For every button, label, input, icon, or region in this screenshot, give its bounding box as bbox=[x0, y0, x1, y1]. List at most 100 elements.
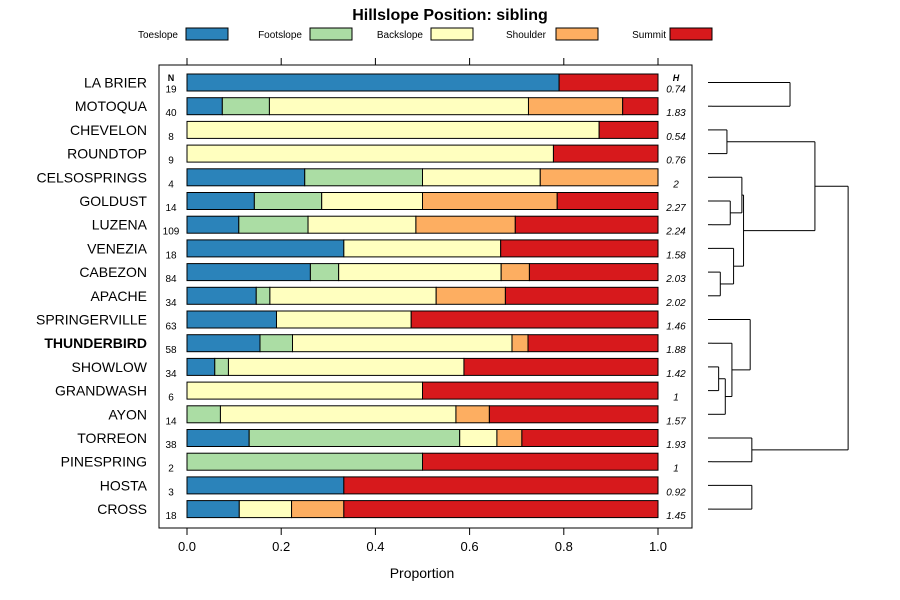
row-label: SPRINGERVILLE bbox=[36, 312, 147, 328]
legend-swatch-backslope bbox=[430, 27, 474, 41]
bar-segment-backslope bbox=[186, 381, 423, 400]
bar-segment-backslope bbox=[269, 286, 437, 305]
row-n-value: 84 bbox=[165, 274, 177, 285]
bar-segment-summit bbox=[422, 381, 659, 400]
row-cross: CROSS 18 1.45 bbox=[97, 500, 686, 522]
row-h-value: 2.27 bbox=[665, 203, 686, 214]
bar-segment-summit bbox=[552, 144, 659, 163]
x-tick-label: 0.4 bbox=[366, 539, 384, 554]
row-h-value: 1 bbox=[673, 393, 679, 404]
bar-segment-summit bbox=[622, 97, 659, 116]
bar-segment-summit bbox=[527, 334, 659, 353]
row-label: VENEZIA bbox=[87, 240, 148, 256]
bar-segment-shoulder bbox=[500, 263, 530, 282]
bar-segment-backslope bbox=[186, 144, 554, 163]
row-h-value: 1.57 bbox=[666, 416, 686, 427]
bar-segment-summit bbox=[463, 357, 659, 376]
row-n-value: 18 bbox=[165, 511, 177, 522]
row-label: CHEVELON bbox=[70, 122, 147, 138]
row-h-value: 2.03 bbox=[665, 274, 686, 285]
row-label: CROSS bbox=[97, 501, 147, 517]
bar-segment-toeslope bbox=[186, 357, 216, 376]
row-n-value: 14 bbox=[165, 416, 177, 427]
row-label: THUNDERBIRD bbox=[44, 335, 147, 351]
legend-swatch-footslope bbox=[309, 27, 353, 41]
bar-segment-backslope bbox=[227, 357, 465, 376]
row-pinespring: PINESPRING 2 1 bbox=[61, 452, 679, 475]
row-label: LUZENA bbox=[92, 217, 148, 233]
bar-segment-toeslope bbox=[186, 310, 277, 329]
h-column-header: H bbox=[673, 73, 680, 83]
row-label: APACHE bbox=[90, 288, 147, 304]
bar-segment-backslope bbox=[268, 97, 529, 116]
row-venezia: VENEZIA 18 1.58 bbox=[87, 239, 686, 261]
x-tick-label: 0.0 bbox=[178, 539, 196, 554]
bar-segment-shoulder bbox=[496, 429, 523, 447]
row-label: TORREON bbox=[77, 430, 147, 446]
bar-segment-footslope bbox=[238, 215, 309, 234]
bar-segment-summit bbox=[343, 476, 659, 495]
row-label: GRANDWASH bbox=[55, 383, 147, 399]
bar-segment-toeslope bbox=[186, 500, 240, 519]
bar-segment-backslope bbox=[321, 192, 423, 210]
bar-segment-shoulder bbox=[422, 192, 558, 210]
bar-segment-backslope bbox=[422, 168, 541, 187]
row-label: CELSOSPRINGS bbox=[37, 169, 147, 185]
legend-swatch-shoulder bbox=[555, 27, 599, 41]
row-n-value: 63 bbox=[165, 322, 177, 333]
bar-segment-backslope bbox=[307, 215, 417, 234]
bar-segment-toeslope bbox=[186, 239, 345, 258]
bar-segment-summit bbox=[521, 429, 659, 447]
row-n-value: 2 bbox=[168, 464, 174, 475]
row-label: AYON bbox=[108, 406, 147, 422]
row-h-value: 1.42 bbox=[666, 369, 686, 380]
bar-segment-shoulder bbox=[415, 215, 516, 234]
row-luzena: LUZENA 109 2.24 bbox=[92, 215, 686, 238]
row-n-value: 9 bbox=[168, 156, 174, 167]
legend-label-shoulder: Shoulder bbox=[506, 30, 547, 41]
legend-label-summit: Summit bbox=[632, 30, 666, 41]
legend-label-footslope: Footslope bbox=[258, 30, 302, 41]
bar-segment-backslope bbox=[292, 334, 513, 353]
bar-segment-summit bbox=[556, 192, 659, 210]
row-ayon: AYON 14 1.57 bbox=[108, 405, 686, 427]
legend-label-toeslope: Toeslope bbox=[138, 30, 178, 41]
row-h-value: 2 bbox=[672, 179, 679, 190]
bar-segment-summit bbox=[514, 215, 659, 234]
x-axis: 0.0 0.2 0.4 0.6 0.8 1.0 bbox=[178, 58, 667, 554]
n-column-header: N bbox=[168, 73, 175, 83]
row-n-value: 109 bbox=[163, 227, 180, 238]
row-h-value: 2.02 bbox=[665, 298, 686, 309]
row-h-value: 1.83 bbox=[666, 108, 686, 119]
x-tick-label: 0.8 bbox=[555, 539, 573, 554]
row-n-value: 40 bbox=[165, 108, 177, 119]
bar-segment-summit bbox=[422, 452, 659, 471]
bar-segment-toeslope bbox=[186, 263, 311, 282]
row-torreon: TORREON 38 1.93 bbox=[77, 429, 686, 451]
bar-segment-shoulder bbox=[291, 500, 345, 519]
bar-segment-summit bbox=[410, 310, 659, 329]
row-n-value: 4 bbox=[168, 179, 174, 190]
row-h-value: 2.24 bbox=[665, 227, 686, 238]
row-n-value: 14 bbox=[165, 203, 177, 214]
row-roundtop: ROUNDTOP 9 0.76 bbox=[67, 144, 686, 167]
bar-segment-footslope bbox=[253, 192, 323, 210]
bar-segment-backslope bbox=[238, 500, 293, 519]
bar-segment-toeslope bbox=[186, 168, 306, 187]
row-h-value: 0.92 bbox=[666, 487, 686, 498]
bar-segment-shoulder bbox=[527, 97, 624, 116]
bar-segment-toeslope bbox=[186, 215, 240, 234]
row-la-brier: LA BRIER 19 0.74 bbox=[84, 73, 686, 96]
row-h-value: 1.46 bbox=[666, 322, 686, 333]
row-label: GOLDUST bbox=[79, 193, 147, 209]
bar-segment-backslope bbox=[338, 263, 502, 282]
row-apache: APACHE 34 2.02 bbox=[90, 286, 686, 309]
bar-segment-summit bbox=[488, 405, 659, 424]
bar-segment-toeslope bbox=[186, 476, 345, 495]
bar-segment-summit bbox=[504, 286, 659, 305]
bar-segment-toeslope bbox=[186, 286, 257, 305]
bar-segment-footslope bbox=[214, 357, 229, 376]
plot-frame bbox=[158, 64, 693, 529]
row-n-value: 34 bbox=[165, 298, 177, 309]
